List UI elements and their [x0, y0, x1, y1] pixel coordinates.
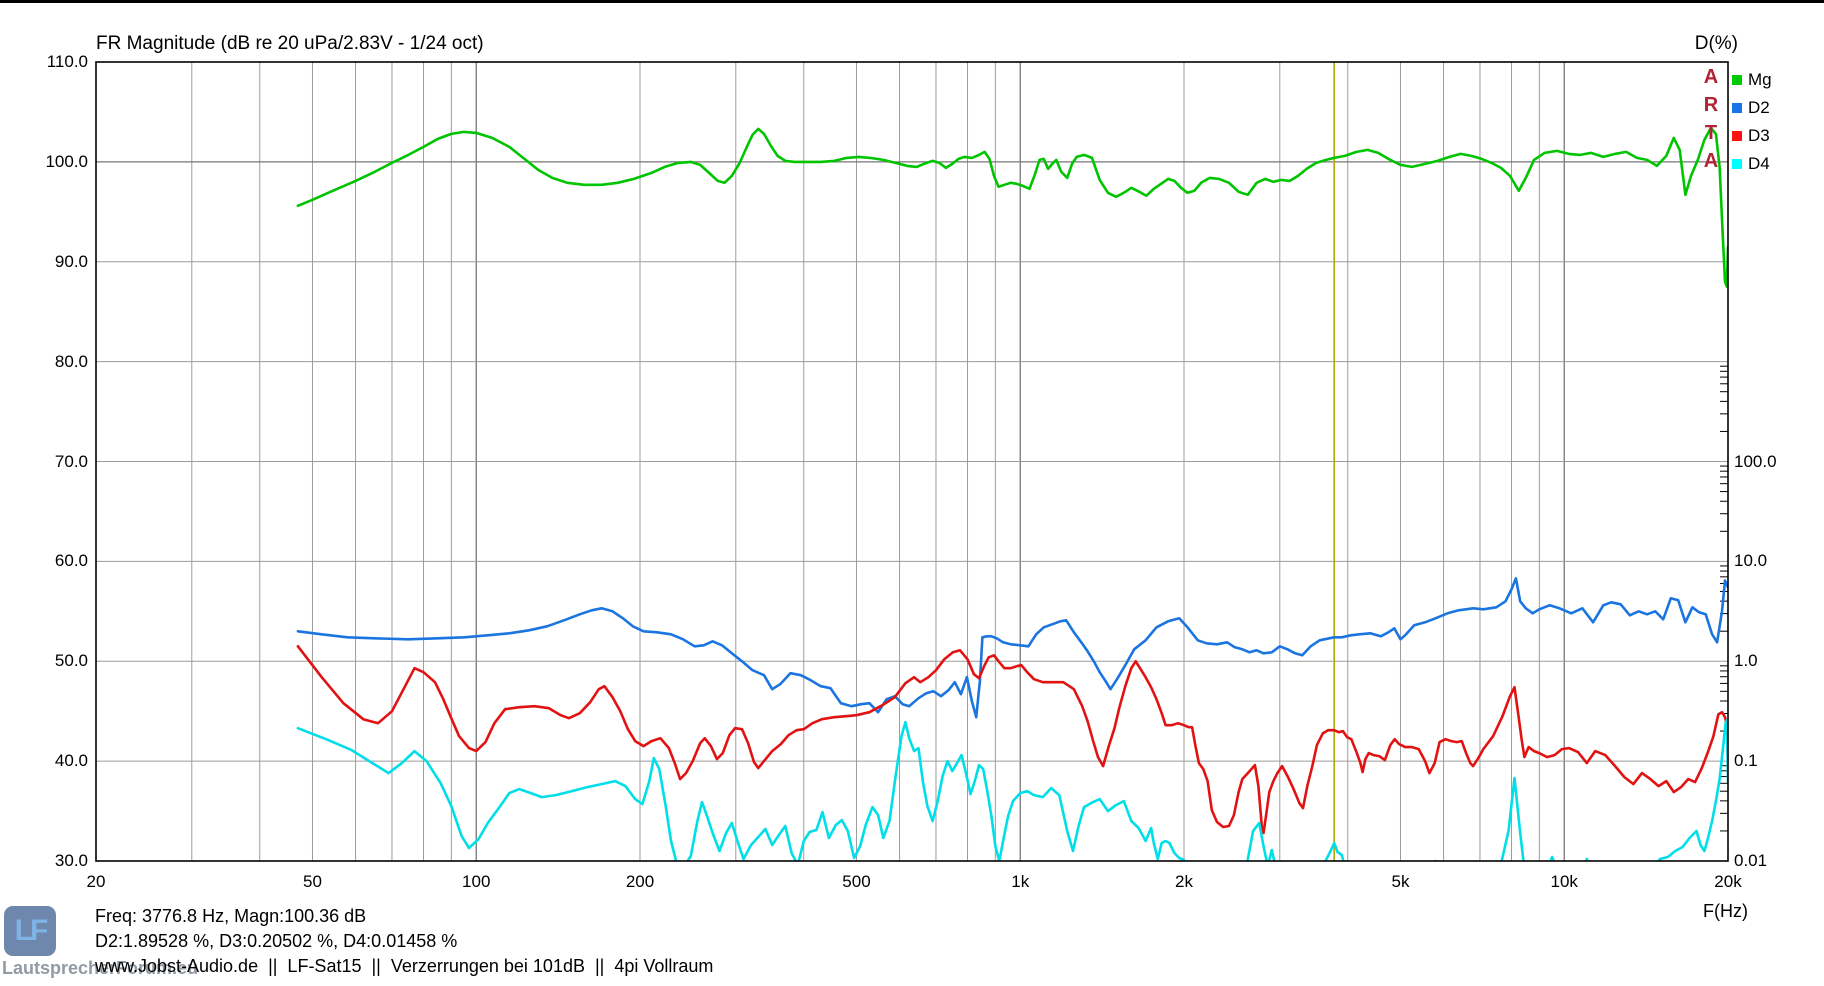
legend-label-d4: D4	[1748, 154, 1770, 173]
magnitude-tick-80.0: 80.0	[54, 351, 88, 371]
magnitude-tick-60.0: 60.0	[54, 551, 88, 571]
distortion-tick-0.01: 0.01	[1734, 851, 1768, 870]
cursor-readout-line: Freq: 3776.8 Hz, Magn:100.36 dB	[95, 906, 367, 926]
legend-swatch-d4	[1732, 159, 1742, 169]
d2-curve	[296, 577, 1728, 719]
arta-letter-2: R	[1703, 94, 1719, 116]
distortion-axis-title: D(%)	[1694, 33, 1738, 54]
frequency-tick-2k: 2k	[1175, 872, 1193, 891]
legend-item-d2: D2	[1732, 98, 1770, 118]
d4-curve	[296, 718, 1728, 861]
frequency-tick-5k: 5k	[1391, 872, 1410, 891]
arta-letter-4: A	[1703, 150, 1719, 172]
magnitude-tick-100.0: 100.0	[45, 151, 88, 171]
legend-item-d3: D3	[1732, 126, 1770, 146]
frequency-tick-10k: 10k	[1550, 872, 1578, 891]
legend-swatch-d2	[1732, 103, 1742, 113]
frequency-tick-100: 100	[462, 872, 491, 891]
magnitude-tick-50.0: 50.0	[54, 651, 88, 671]
frequency-axis-title: F(Hz)	[1703, 901, 1748, 921]
distortion-tick-0.1: 0.1	[1734, 751, 1758, 771]
distortion-tick-100.0: 100.0	[1734, 451, 1777, 471]
legend-swatch-d3	[1732, 131, 1742, 141]
mg-curve	[296, 126, 1728, 289]
chart-title: FR Magnitude (dB re 20 uPa/2.83V - 1/24 …	[96, 33, 484, 54]
legend-item-mg: Mg	[1732, 70, 1772, 90]
frequency-tick-20k: 20k	[1714, 872, 1742, 891]
magnitude-tick-110.0: 110.0	[46, 52, 88, 71]
legend-label-mg: Mg	[1748, 70, 1772, 89]
frequency-tick-200: 200	[625, 872, 655, 891]
magnitude-tick-30.0: 30.0	[54, 851, 88, 870]
legend-item-d4: D4	[1732, 154, 1770, 174]
magnitude-tick-40.0: 40.0	[54, 751, 88, 771]
frequency-tick-1k: 1k	[1011, 872, 1030, 891]
frequency-tick-500: 500	[842, 872, 871, 891]
d3-curve	[296, 644, 1728, 835]
lautsprecherforum-logo: LF	[4, 906, 56, 956]
logo-caption: LautsprecherForum.eu	[2, 958, 199, 978]
measurement-info-line: www.Jobst-Audio.de || LF-Sat15 || Verzer…	[95, 956, 714, 976]
distortion-tick-1.0: 1.0	[1734, 651, 1758, 671]
plot-border	[95, 61, 1729, 862]
frequency-tick-20: 20	[86, 872, 106, 891]
logo-lf-glyph: LF	[14, 914, 49, 947]
arta-letter-3: T	[1704, 122, 1718, 144]
arta-letter-1: A	[1703, 66, 1719, 88]
legend-label-d3: D3	[1748, 126, 1770, 145]
distortion-tick-10.0: 10.0	[1734, 551, 1768, 571]
frequency-tick-50: 50	[303, 872, 322, 891]
legend-label-d2: D2	[1748, 98, 1770, 117]
distortion-readout-line: D2:1.89528 %, D3:0.20502 %, D4:0.01458 %	[95, 931, 458, 951]
legend-swatch-mg	[1732, 75, 1742, 85]
magnitude-tick-90.0: 90.0	[54, 251, 88, 271]
window-top-edge	[0, 0, 1824, 3]
magnitude-tick-70.0: 70.0	[54, 451, 88, 471]
